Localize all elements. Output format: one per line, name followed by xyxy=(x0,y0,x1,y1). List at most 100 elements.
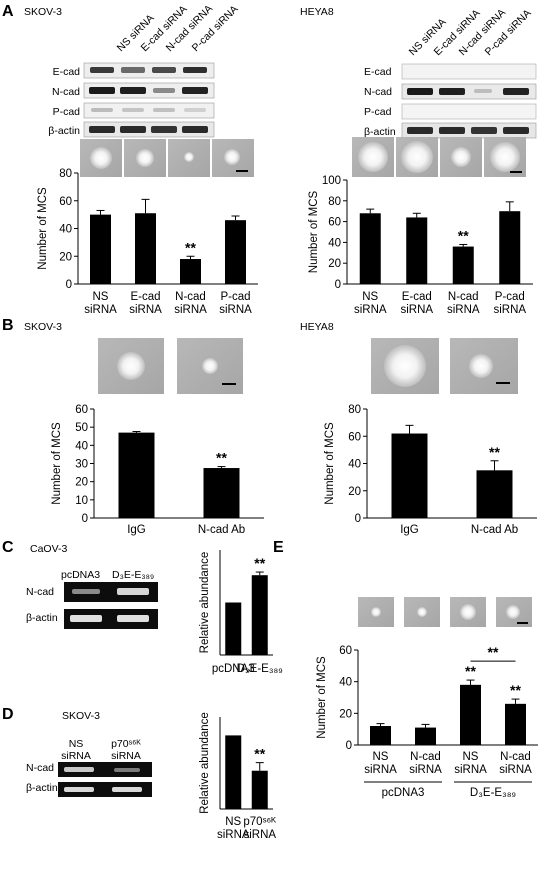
bar xyxy=(505,703,526,745)
blot-strip xyxy=(83,82,215,99)
y-tick-label: 80 xyxy=(348,404,361,416)
blot-strip xyxy=(401,63,537,80)
y-tick-label: 0 xyxy=(355,513,361,525)
significance-label: ** xyxy=(488,644,499,660)
blot-row-label: β-actin xyxy=(26,612,58,624)
lane-label: NS xyxy=(69,738,84,750)
blot-row-label: N-cad xyxy=(364,86,392,98)
category-label: E-cad xyxy=(130,291,160,303)
scale-bar xyxy=(510,171,522,173)
category-label: D₃E-E₃₈₉ xyxy=(237,663,283,675)
spheroid xyxy=(202,358,218,374)
bar xyxy=(406,217,428,284)
cell-title-a-right: HEYA8 xyxy=(300,6,334,18)
category-label: NS xyxy=(373,751,389,763)
category-label: siRNA xyxy=(129,304,162,316)
scale-bar xyxy=(236,170,248,172)
spheroid xyxy=(117,352,145,380)
bar xyxy=(180,259,201,284)
y-tick-label: 40 xyxy=(75,440,88,452)
blot-band xyxy=(503,88,529,95)
y-tick-label: 20 xyxy=(339,708,352,720)
category-label: N-cad Ab xyxy=(471,524,518,536)
blot-band xyxy=(439,127,465,134)
blot-band xyxy=(407,127,433,134)
y-tick-label: 20 xyxy=(59,251,72,263)
category-label: pcDNA3 xyxy=(212,663,255,675)
bar xyxy=(90,214,111,284)
blot-band xyxy=(120,126,146,133)
y-tick-label: 100 xyxy=(322,175,341,187)
category-label: NS xyxy=(225,816,241,828)
blot-strip xyxy=(83,102,215,119)
category-label: siRNA xyxy=(217,829,250,841)
blot-band xyxy=(90,67,114,73)
y-axis-label: Number of MCS xyxy=(51,422,63,505)
blot-row-label: P-cad xyxy=(364,106,392,118)
blot-row-label: N-cad xyxy=(52,86,80,98)
y-tick-label: 20 xyxy=(348,486,361,498)
y-tick-label: 80 xyxy=(328,196,341,208)
y-axis-label: Relative abundance xyxy=(199,552,211,654)
cell-title-a-left: SKOV-3 xyxy=(24,6,62,18)
blot-band xyxy=(439,88,465,95)
spheroid xyxy=(184,152,194,162)
group-label: D₃E-E₃₈₉ xyxy=(470,787,516,799)
chart-b-right: 0 20 40 60 80 Number of MCS IgG ** N-cad Ab xyxy=(324,404,537,536)
significance-label: ** xyxy=(510,682,521,698)
gel-band xyxy=(114,768,140,772)
blot-band xyxy=(503,127,529,134)
bar xyxy=(415,727,436,745)
blot-band xyxy=(121,67,145,73)
y-tick-label: 0 xyxy=(82,513,88,525)
blot-strip xyxy=(83,62,215,79)
category-label: N-cad xyxy=(500,751,531,763)
category-label: siRNA xyxy=(454,764,487,776)
blot-band xyxy=(122,108,144,112)
panel-letter-b: B xyxy=(2,317,14,334)
category-label: N-cad xyxy=(448,291,479,303)
blot-row-label: N-cad xyxy=(26,762,54,774)
blot-band xyxy=(151,126,177,133)
blot-row-label: N-cad xyxy=(26,586,54,598)
bar xyxy=(370,726,391,745)
spheroid xyxy=(417,607,427,617)
gel-band xyxy=(64,787,94,792)
significance-label: ** xyxy=(254,555,265,571)
category-label: E-cad xyxy=(402,291,432,303)
gel-band xyxy=(70,615,102,622)
blot-band xyxy=(471,127,497,134)
spheroid-images-a-left xyxy=(80,139,254,177)
significance-label: ** xyxy=(254,746,265,762)
y-tick-label: 20 xyxy=(328,258,341,270)
category-label: P-cad xyxy=(495,291,525,303)
category-label: siRNA xyxy=(243,829,276,841)
cell-title-b-left: SKOV-3 xyxy=(24,321,62,333)
panel-letter-d: D xyxy=(2,706,14,723)
y-tick-label: 60 xyxy=(328,217,341,229)
spheroid xyxy=(401,141,433,173)
bar xyxy=(460,684,481,745)
spheroid xyxy=(451,147,471,167)
category-label: siRNA xyxy=(84,304,117,316)
category-label: p70ˢ⁶ᴷ xyxy=(243,816,276,828)
y-tick-label: 80 xyxy=(59,168,72,180)
blot-a-left: NS siRNA E-cad siRNA N-cad siRNA P-cad s… xyxy=(48,3,241,138)
spheroid xyxy=(358,142,388,172)
spheroid xyxy=(384,345,426,387)
y-tick-label: 50 xyxy=(75,422,88,434)
blot-band xyxy=(184,108,206,112)
y-tick-label: 60 xyxy=(75,404,88,416)
bar xyxy=(225,220,246,284)
y-tick-label: 30 xyxy=(75,459,88,471)
y-tick-label: 60 xyxy=(348,431,361,443)
spheroid xyxy=(371,607,381,617)
panel-letter-e: E xyxy=(273,539,284,556)
bar xyxy=(359,213,381,284)
lane-label: siRNA xyxy=(111,750,141,762)
blot-band xyxy=(153,108,175,112)
significance-label: ** xyxy=(216,450,227,466)
significance-label: ** xyxy=(489,444,500,460)
